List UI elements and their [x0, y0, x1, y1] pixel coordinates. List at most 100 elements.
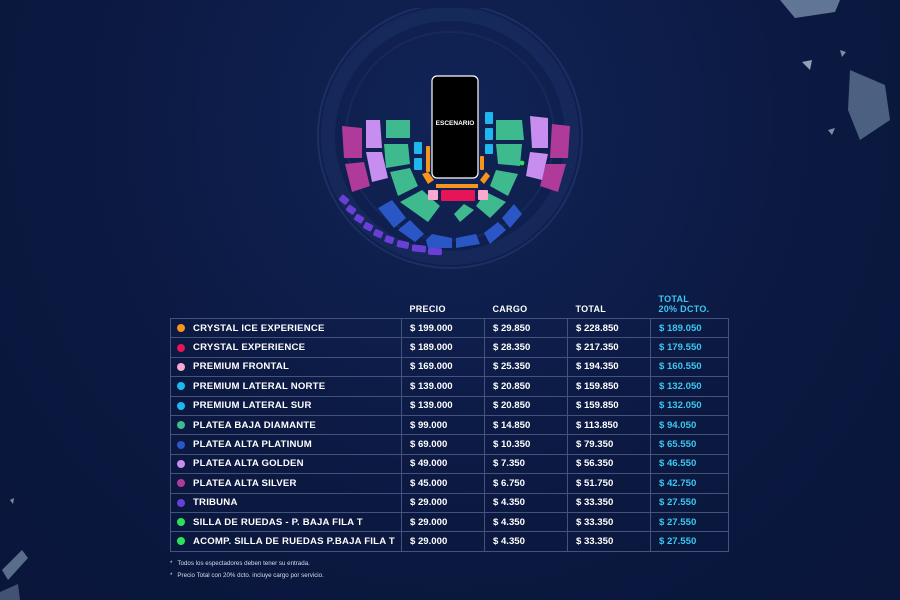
- table-row: PREMIUM LATERAL NORTE $ 139.000 $ 20.850 $ …: [170, 376, 729, 397]
- zone-name: PREMIUM LATERAL NORTE: [189, 376, 402, 397]
- table-row: TRIBUNA $ 29.000 $ 4.350 $ 33.350 $ 27.550: [170, 492, 729, 513]
- zone-name: SILLA DE RUEDAS - P. BAJA FILA T: [189, 511, 402, 533]
- price-total: $ 113.850: [566, 414, 651, 436]
- price-total-discount: $ 94.050: [649, 414, 729, 436]
- price-total: $ 79.350: [566, 434, 651, 455]
- table-row: PLATEA ALTA SILVER $ 45.000 $ 6.750 $ 51.75…: [170, 473, 729, 494]
- zone-name: CRYSTAL EXPERIENCE: [189, 337, 402, 358]
- zone-color-dot: [177, 362, 185, 371]
- footnote-1: * Todos los espectadores deben tener su e…: [170, 560, 310, 567]
- table-row: CRYSTAL EXPERIENCE $ 189.000 $ 28.350 $ 217…: [170, 337, 729, 358]
- price-cargo: $ 6.750: [483, 473, 568, 494]
- price-total: $ 159.850: [566, 376, 651, 397]
- price-total: $ 33.350: [566, 511, 651, 533]
- price-total: $ 33.350: [566, 492, 651, 513]
- price-precio: $ 99.000: [400, 414, 485, 436]
- zone-name: ACOMP. SILLA DE RUEDAS P.BAJA FILA T: [189, 531, 402, 552]
- price-precio: $ 189.000: [400, 337, 485, 358]
- zone-name: PLATEA ALTA PLATINUM: [189, 434, 402, 455]
- price-precio: $ 49.000: [400, 453, 485, 475]
- price-total: $ 51.750: [566, 473, 651, 494]
- zone-name: PREMIUM FRONTAL: [189, 356, 402, 378]
- footnote-2: * Precio Total con 20% dcto. incluye carg…: [170, 572, 324, 579]
- price-total-discount: $ 27.550: [649, 492, 729, 513]
- price-total-discount: $ 27.550: [649, 511, 729, 533]
- platea-alta-platinum-zone: [378, 200, 522, 248]
- price-total: $ 217.350: [566, 337, 651, 358]
- premium-frontal-zone: [428, 190, 488, 200]
- price-cargo: $ 10.350: [483, 434, 568, 455]
- zone-color-dot: [177, 440, 185, 449]
- price-precio: $ 29.000: [400, 531, 485, 552]
- zone-name: PLATEA ALTA SILVER: [189, 473, 402, 494]
- zone-color-dot: [177, 459, 185, 468]
- zone-color-dot-cell: [170, 395, 189, 416]
- price-table-header: PRECIO CARGO TOTAL TOTAL 20% DCTO.: [171, 292, 729, 319]
- zone-color-dot: [177, 382, 185, 391]
- price-total: $ 159.850: [566, 395, 651, 416]
- price-precio: $ 45.000: [400, 473, 485, 494]
- price-cargo: $ 7.350: [483, 453, 568, 475]
- venue-seat-map: ESCENARIO: [317, 8, 583, 269]
- price-cargo: $ 28.350: [483, 337, 568, 358]
- price-total-discount: $ 42.750: [649, 473, 729, 494]
- price-precio: $ 139.000: [400, 395, 485, 416]
- platea-alta-silver-zone: [342, 124, 570, 192]
- table-row: PREMIUM FRONTAL $ 169.000 $ 25.350 $ 194.35…: [170, 356, 729, 378]
- wheelchair-zone: [519, 160, 525, 166]
- zone-name: PREMIUM LATERAL SUR: [189, 395, 402, 416]
- zone-color-dot: [177, 324, 185, 333]
- zone-color-dot-cell: [170, 434, 189, 455]
- ice-shard-decoration-bottom-left: [0, 498, 28, 600]
- col-header-precio: PRECIO: [409, 304, 446, 314]
- zone-color-dot: [177, 401, 185, 410]
- zone-name: TRIBUNA: [189, 492, 402, 513]
- crystal-experience-zone: [441, 190, 475, 201]
- table-row: ACOMP. SILLA DE RUEDAS P.BAJA FILA T $ 29…: [170, 531, 729, 552]
- price-total: $ 194.350: [566, 356, 651, 378]
- price-total-discount: $ 179.550: [649, 337, 729, 358]
- table-row: SILLA DE RUEDAS - P. BAJA FILA T $ 29.000…: [170, 511, 729, 533]
- zone-color-dot: [177, 518, 185, 527]
- table-row: PREMIUM LATERAL SUR $ 139.000 $ 20.850 $ 15…: [170, 395, 729, 416]
- price-total-discount: $ 189.050: [649, 317, 729, 339]
- zone-name: PLATEA BAJA DIAMANTE: [189, 414, 402, 436]
- price-cargo: $ 4.350: [483, 492, 568, 513]
- price-precio: $ 29.000: [400, 492, 485, 513]
- price-table-body: CRYSTAL ICE EXPERIENCE $ 199.000 $ 29.850 $…: [170, 317, 729, 552]
- price-table: PRECIO CARGO TOTAL TOTAL 20% DCTO. CRYST…: [170, 292, 729, 552]
- platea-alta-golden-zone: [366, 116, 548, 182]
- price-cargo: $ 4.350: [483, 531, 568, 552]
- price-total: $ 56.350: [566, 453, 651, 475]
- zone-color-dot-cell: [170, 511, 189, 533]
- zone-name: CRYSTAL ICE EXPERIENCE: [189, 317, 402, 339]
- price-cargo: $ 20.850: [483, 376, 568, 397]
- col-header-cargo: CARGO: [492, 304, 528, 314]
- zone-name: PLATEA ALTA GOLDEN: [189, 453, 402, 475]
- price-precio: $ 69.000: [400, 434, 485, 455]
- zone-color-dot: [177, 421, 185, 430]
- col-header-total: TOTAL: [575, 304, 607, 314]
- price-total-discount: $ 65.550: [649, 434, 729, 455]
- crystal-ice-zone: [422, 146, 490, 188]
- table-row: PLATEA ALTA PLATINUM $ 69.000 $ 10.350 $ 79…: [170, 434, 729, 455]
- premium-lateral-zones: [414, 112, 493, 170]
- table-row: PLATEA BAJA DIAMANTE $ 99.000 $ 14.850 $ 11…: [170, 414, 729, 436]
- price-total-discount: $ 46.550: [649, 453, 729, 475]
- zone-color-dot: [177, 343, 185, 352]
- stage-label: ESCENARIO: [436, 120, 475, 127]
- price-total-discount: $ 132.050: [649, 376, 729, 397]
- price-precio: $ 29.000: [400, 511, 485, 533]
- price-cargo: $ 14.850: [483, 414, 568, 436]
- price-precio: $ 199.000: [400, 317, 485, 339]
- price-cargo: $ 25.350: [483, 356, 568, 378]
- zone-color-dot: [177, 479, 185, 488]
- price-cargo: $ 20.850: [483, 395, 568, 416]
- stage: [431, 75, 479, 179]
- zone-color-dot-cell: [170, 376, 189, 397]
- price-total-discount: $ 27.550: [649, 531, 729, 552]
- price-precio: $ 169.000: [400, 356, 485, 378]
- zone-color-dot-cell: [170, 492, 189, 513]
- zone-color-dot-cell: [170, 317, 189, 339]
- price-cargo: $ 29.850: [483, 317, 568, 339]
